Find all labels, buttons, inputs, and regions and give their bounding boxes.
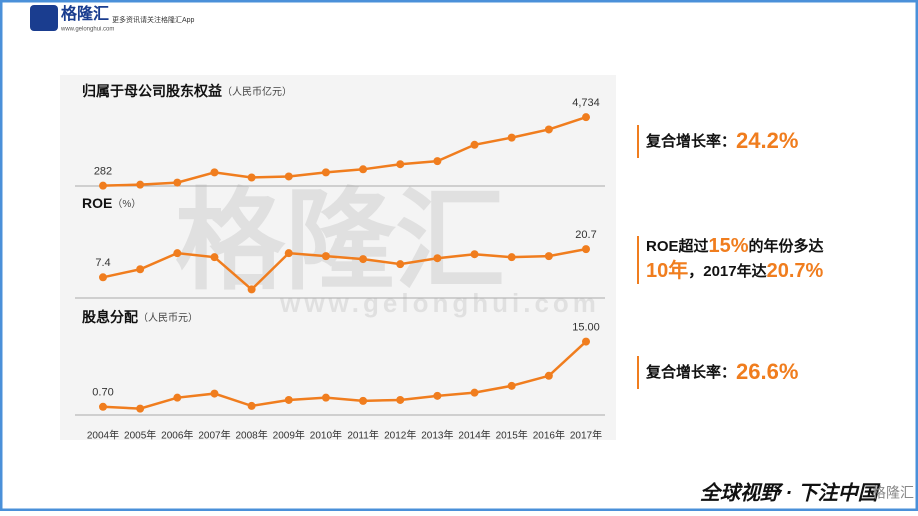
x-tick-label: 2013年 <box>421 429 453 442</box>
line <box>102 247 587 292</box>
title: 股息分配 <box>82 309 138 325</box>
tagline: 更多资讯请关注格隆汇App <box>112 15 195 24</box>
line <box>102 115 587 187</box>
marker <box>136 265 145 274</box>
x-tick-label: 2010年 <box>310 429 342 442</box>
marker <box>247 285 256 294</box>
x-tick-label: 2006年 <box>161 429 193 442</box>
data-label: 7.4 <box>95 257 110 269</box>
marker <box>99 181 107 190</box>
marker <box>359 165 368 174</box>
marker <box>99 402 107 411</box>
marker <box>247 401 256 410</box>
x-tick-label: 2017年 <box>570 429 602 442</box>
x-tick-label: 2008年 <box>235 429 267 442</box>
marker <box>433 391 442 400</box>
data-label: 20.7 <box>575 229 596 241</box>
marker <box>321 252 330 261</box>
marker <box>433 254 442 263</box>
marker <box>396 160 405 169</box>
note-text: 复合增长率： <box>645 132 736 150</box>
marker <box>359 396 368 405</box>
title: 归属于母公司股东权益 <box>82 83 222 99</box>
note: ROE超过15%的年份多达 <box>646 235 824 257</box>
marker <box>507 133 516 142</box>
title: ROE <box>82 195 112 211</box>
marker <box>173 393 182 402</box>
x-tick-label: 2009年 <box>273 429 305 442</box>
logo: 格隆汇 <box>61 4 109 23</box>
chart-title: 股息分配（人民币元） <box>82 309 198 325</box>
chart-title: ROE（%） <box>82 195 141 211</box>
watermark-url: www.gelonghui.com <box>279 288 600 318</box>
marker <box>173 178 182 187</box>
note-highlight: 20.7% <box>767 260 824 282</box>
x-tick-label: 2005年 <box>124 429 156 442</box>
watermark: 格隆汇 <box>175 180 505 303</box>
marker <box>284 395 293 404</box>
marker <box>433 157 442 166</box>
x-tick-label: 2012年 <box>384 429 416 442</box>
marker <box>544 125 553 134</box>
marker <box>507 381 516 390</box>
marker <box>582 113 590 122</box>
data-label: 4,734 <box>572 97 600 109</box>
marker <box>359 255 368 264</box>
x-tick-label: 2011年 <box>347 429 379 442</box>
slogan: 全球视野 · 下注中国 <box>700 481 881 504</box>
data-label: 282 <box>94 166 112 178</box>
marker <box>210 253 219 262</box>
marker <box>321 168 330 177</box>
marker <box>396 260 405 269</box>
note: 复合增长率：26.6% <box>645 359 798 384</box>
x-tick-label: 2015年 <box>496 429 528 442</box>
marker <box>470 140 479 149</box>
marker <box>99 273 107 282</box>
marker <box>396 395 405 404</box>
marker <box>284 172 293 181</box>
marker <box>136 404 145 413</box>
note-text: ，2017年达 <box>688 262 766 280</box>
logo-url: www.gelonghui.com <box>60 27 114 33</box>
chart-title: 归属于母公司股东权益（人民币亿元） <box>82 83 292 99</box>
marker <box>582 337 590 346</box>
subtitle: （%） <box>112 198 141 210</box>
marker <box>582 245 590 254</box>
marker <box>210 389 219 398</box>
x-tick-label: 2004年 <box>87 429 119 442</box>
marker <box>210 168 219 177</box>
marker <box>470 388 479 397</box>
note-highlight: 10年 <box>646 258 688 282</box>
marker <box>247 173 256 182</box>
note-highlight: 15% <box>709 235 749 257</box>
x-tick-label: 2007年 <box>198 429 230 442</box>
marker <box>544 252 553 261</box>
x-tick-label: 2014年 <box>458 429 490 442</box>
marker <box>321 393 330 402</box>
note: 10年，2017年达20.7% <box>646 258 824 282</box>
brand: 格隆汇 <box>872 485 914 501</box>
note: 复合增长率：24.2% <box>645 128 798 153</box>
marker <box>284 249 293 258</box>
subtitle: （人民币元） <box>138 312 198 324</box>
marker <box>470 250 479 259</box>
line <box>102 340 587 410</box>
note-text: 的年份多达 <box>749 237 824 255</box>
marker <box>507 253 516 262</box>
marker <box>544 371 553 380</box>
marker <box>173 249 182 258</box>
x-tick-label: 2016年 <box>533 429 565 442</box>
data-label: 15.00 <box>572 321 600 333</box>
data-label: 0.70 <box>92 387 113 399</box>
note-text: 复合增长率： <box>645 363 736 381</box>
subtitle: （人民币亿元） <box>222 85 292 98</box>
note-highlight: 26.6% <box>736 359 798 384</box>
logo-icon <box>30 5 58 31</box>
note-highlight: 24.2% <box>736 128 798 153</box>
marker <box>136 180 145 189</box>
note-text: ROE超过 <box>646 237 709 255</box>
